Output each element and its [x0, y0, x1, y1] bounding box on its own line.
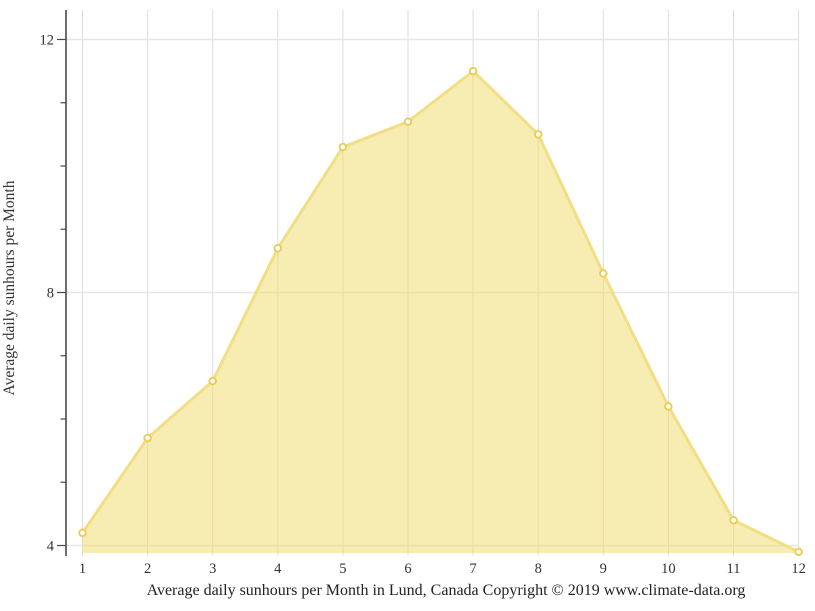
- x-tick-label: 4: [274, 561, 282, 577]
- y-axis: [57, 10, 67, 556]
- x-tick-label: 5: [339, 561, 346, 577]
- x-tick-label: 10: [661, 561, 676, 577]
- data-point-markers: [78, 66, 803, 557]
- x-tick-label: 3: [209, 561, 216, 577]
- data-point-marker: [403, 117, 413, 126]
- data-point-marker: [468, 66, 478, 76]
- data-point-marker: [338, 142, 348, 152]
- data-point-marker: [208, 376, 217, 386]
- x-tick-label: 8: [535, 561, 542, 577]
- data-point-marker: [533, 130, 543, 139]
- x-tick-label: 12: [791, 561, 806, 577]
- x-tick-label: 2: [144, 561, 151, 577]
- data-point-marker: [273, 243, 283, 253]
- chart-caption: Average daily sunhours per Month in Lund…: [147, 582, 746, 599]
- series-line: [81, 69, 801, 554]
- y-tick-label: 12: [40, 33, 55, 49]
- data-point-marker: [143, 433, 152, 443]
- data-point-marker: [599, 269, 608, 278]
- x-tick-label: 1: [79, 561, 86, 577]
- data-point-marker: [78, 528, 87, 538]
- x-tick-label: 7: [469, 561, 476, 577]
- area-series: [81, 69, 801, 554]
- y-tick-label: 4: [47, 539, 55, 555]
- data-point-marker: [794, 547, 803, 557]
- data-point-marker: [729, 515, 738, 525]
- x-tick-label: 9: [600, 561, 607, 577]
- area-fill: [82, 71, 799, 553]
- x-tick-label: 11: [727, 561, 741, 577]
- x-tick-label: 6: [404, 561, 411, 577]
- y-tick-label: 8: [47, 286, 54, 302]
- data-point-marker: [664, 402, 673, 411]
- y-axis-title: Average daily sunhours per Month: [1, 180, 18, 395]
